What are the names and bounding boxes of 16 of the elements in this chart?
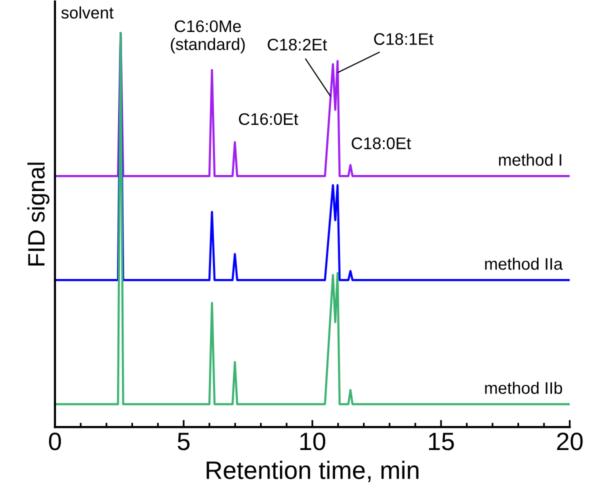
series-label: method IIb bbox=[485, 382, 562, 394]
x-tick-label: 0 bbox=[48, 432, 61, 450]
annotation: C16:0Me (standard) bbox=[170, 20, 245, 54]
x-tick-label: 10 bbox=[300, 432, 326, 450]
annotation: C18:1Et bbox=[374, 33, 434, 45]
x-tick-label: 5 bbox=[178, 432, 190, 450]
y-axis-title: FID signal bbox=[27, 162, 50, 266]
annotation: solvent bbox=[61, 6, 114, 19]
x-axis-title: Retention time, min bbox=[206, 460, 418, 482]
annotation: C18:0Et bbox=[352, 137, 411, 150]
x-tick-label: 20 bbox=[557, 432, 583, 450]
series-label: method I bbox=[499, 154, 562, 166]
x-tick-label: 15 bbox=[429, 432, 454, 450]
annotation: C18:2Et bbox=[268, 38, 328, 51]
series-label: method IIa bbox=[485, 258, 563, 270]
annotation: C16:0Et bbox=[238, 113, 298, 125]
